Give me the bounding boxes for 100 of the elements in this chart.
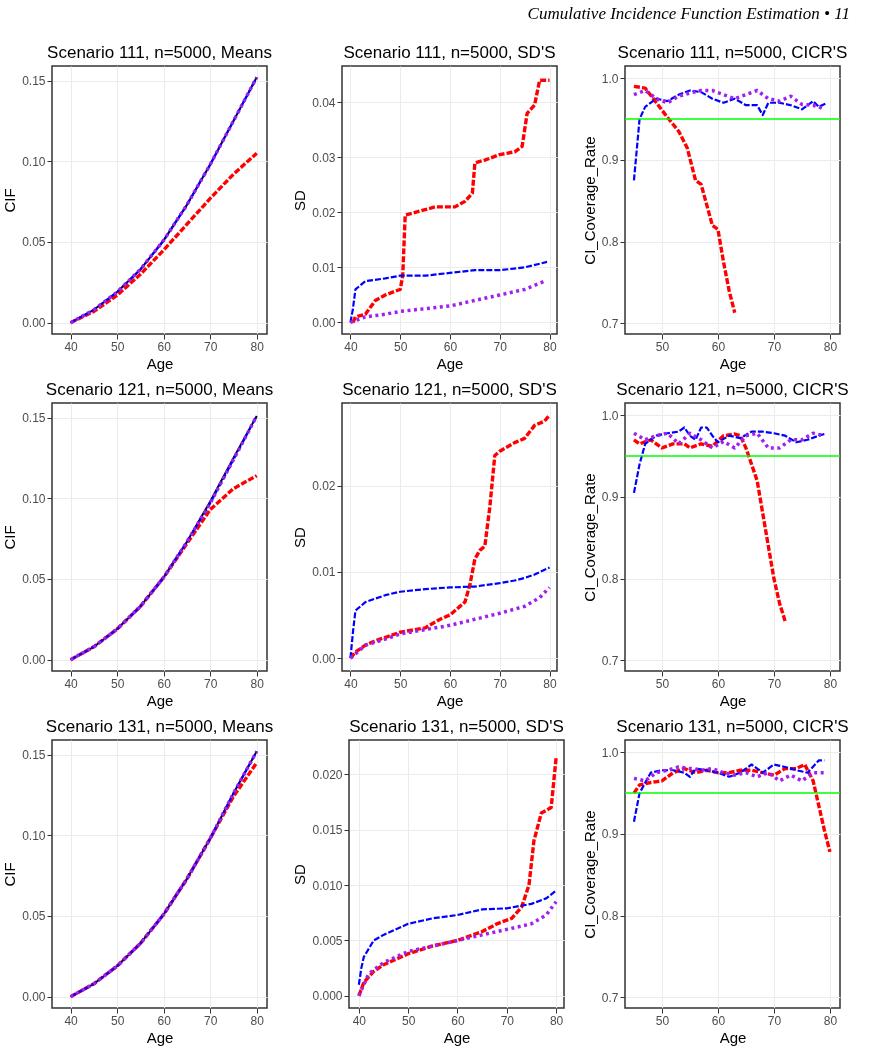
- line-series: [351, 78, 552, 325]
- y-axis-title: CI_Coverage_Rate: [580, 473, 598, 602]
- line-series: [632, 89, 829, 182]
- x-tick-label: 40: [352, 1013, 367, 1028]
- x-tick-label: 60: [711, 339, 726, 354]
- x-tick-label: 50: [401, 1013, 416, 1028]
- y-tick-label: 1.0: [601, 408, 619, 423]
- line-series: [357, 889, 558, 986]
- x-tick-label: 60: [443, 339, 458, 354]
- chart-title: Scenario 121, n=5000, SD'S: [342, 380, 557, 399]
- x-tick-label: 80: [823, 1013, 838, 1028]
- chart-title: Scenario 121, n=5000, Means: [45, 380, 274, 399]
- x-tick-label: 80: [543, 676, 558, 691]
- y-tick-label: 0.8: [601, 572, 619, 587]
- x-tick-label: 70: [493, 339, 508, 354]
- x-tick-label: 80: [543, 339, 558, 354]
- x-tick-label: 70: [204, 1013, 218, 1028]
- x-tick-label: 80: [250, 1013, 265, 1028]
- y-tick-label: 0.00: [312, 651, 336, 666]
- x-tick-label: 50: [655, 676, 670, 691]
- x-tick-label: 40: [64, 676, 79, 691]
- x-axis-title: Age: [443, 1028, 471, 1046]
- x-tick-label: 70: [500, 1013, 515, 1028]
- y-tick-label: 0.9: [601, 153, 619, 168]
- y-tick-label: 0.7: [601, 653, 619, 668]
- chart-title: Scenario 111, n=5000, SD'S: [343, 43, 556, 62]
- x-tick-label: 60: [443, 676, 458, 691]
- x-tick-label: 50: [110, 339, 125, 354]
- y-tick-label: 0.02: [312, 205, 336, 220]
- chart-title: Scenario 111, n=5000, Means: [47, 43, 272, 62]
- y-tick-label: 0.000: [312, 989, 343, 1004]
- y-tick-label: 0.15: [22, 74, 46, 89]
- chart-title: Scenario 121, n=5000, CICR'S: [616, 380, 849, 399]
- y-axis-title: SD: [291, 863, 309, 885]
- x-tick-label: 60: [157, 676, 172, 691]
- x-tick-label: 40: [64, 339, 79, 354]
- y-tick-label: 0.01: [312, 565, 336, 580]
- x-axis-title: Age: [719, 691, 747, 709]
- y-tick-label: 0.05: [22, 235, 46, 250]
- y-tick-label: 0.015: [312, 823, 343, 838]
- x-tick-label: 60: [451, 1013, 465, 1028]
- x-tick-label: 80: [823, 676, 838, 691]
- x-tick-label: 80: [823, 339, 838, 354]
- y-tick-label: 0.010: [312, 878, 343, 893]
- x-tick-label: 50: [655, 339, 670, 354]
- x-tick-label: 40: [64, 1013, 79, 1028]
- y-tick-label: 0.9: [601, 490, 619, 505]
- y-tick-label: 0.8: [601, 909, 619, 924]
- x-tick-label: 80: [250, 339, 265, 354]
- y-axis-title: CI_Coverage_Rate: [580, 810, 598, 939]
- y-axis-title: CI_Coverage_Rate: [580, 136, 598, 265]
- line-series: [349, 260, 549, 324]
- y-axis-title: SD: [291, 189, 309, 211]
- x-tick-label: 70: [767, 339, 782, 354]
- x-tick-label: 60: [711, 1013, 726, 1028]
- y-tick-label: 0.10: [22, 828, 46, 843]
- line-series: [632, 765, 827, 783]
- line-series: [357, 899, 558, 998]
- x-tick-label: 50: [110, 1013, 125, 1028]
- x-tick-label: 50: [110, 676, 125, 691]
- y-axis-title: SD: [291, 526, 309, 548]
- y-tick-label: 0.15: [22, 748, 46, 763]
- y-tick-label: 0.9: [601, 827, 619, 842]
- y-tick-label: 0.7: [601, 990, 619, 1005]
- y-tick-label: 0.005: [312, 933, 343, 948]
- x-tick-label: 50: [655, 1013, 670, 1028]
- text: Cumulative Incidence Function Estimation • 11: [526, 4, 850, 24]
- y-tick-label: 0.02: [312, 479, 336, 494]
- x-axis-title: Age: [146, 691, 174, 709]
- line-series: [632, 762, 832, 854]
- y-tick-label: 1.0: [601, 745, 619, 760]
- x-tick-label: 50: [394, 676, 408, 691]
- y-tick-label: 1.0: [601, 71, 619, 86]
- x-tick-label: 40: [344, 676, 358, 691]
- y-tick-label: 0.00: [22, 990, 46, 1005]
- y-axis-title: CIF: [1, 525, 19, 550]
- y-tick-label: 0.00: [312, 315, 336, 330]
- chart-title: Scenario 131, n=5000, Means: [45, 717, 274, 736]
- y-tick-label: 0.10: [22, 154, 46, 169]
- x-tick-label: 70: [767, 1013, 782, 1028]
- y-axis-title: CIF: [1, 862, 19, 887]
- line-series: [348, 279, 547, 325]
- y-tick-label: 0.00: [22, 316, 46, 331]
- y-tick-label: 0.15: [22, 411, 46, 426]
- y-tick-label: 0.05: [22, 572, 46, 587]
- x-tick-label: 60: [157, 1013, 172, 1028]
- y-axis-title: CIF: [1, 188, 19, 213]
- line-series: [632, 426, 826, 494]
- line-series: [632, 84, 737, 315]
- x-tick-label: 70: [493, 676, 508, 691]
- y-tick-label: 0.01: [312, 260, 336, 275]
- line-series: [348, 585, 552, 660]
- x-axis-title: Age: [436, 354, 464, 372]
- y-tick-label: 0.05: [22, 909, 46, 924]
- y-tick-label: 0.8: [601, 235, 619, 250]
- x-tick-label: 50: [394, 339, 408, 354]
- x-axis-title: Age: [146, 354, 174, 372]
- chart-title: Scenario 131, n=5000, CICR'S: [616, 717, 849, 736]
- x-axis-title: Age: [719, 1028, 747, 1046]
- y-tick-label: 0.020: [312, 767, 343, 782]
